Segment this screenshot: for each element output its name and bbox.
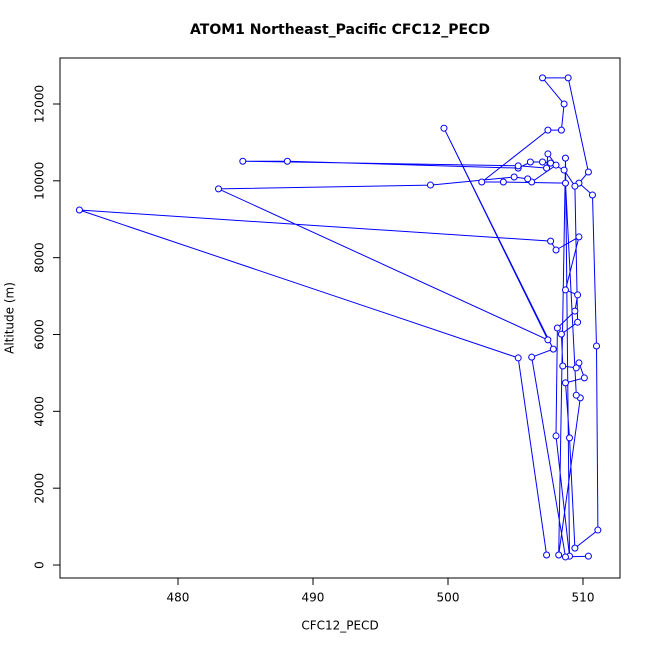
data-point [561,154,569,162]
data-point [560,166,568,174]
y-tick-label: 8000 [33,242,47,273]
x-tick-label: 490 [302,591,325,605]
data-point [561,379,569,387]
y-tick-label: 6000 [33,319,47,350]
data-point [559,362,567,370]
data-point [588,191,596,199]
plot-box [59,57,621,579]
data-point [514,354,522,362]
data-point [539,158,547,166]
data-point [514,162,522,170]
x-tick-label: 510 [572,591,595,605]
data-point [544,126,552,134]
data-point [553,324,561,332]
x-tick-label: 500 [437,591,460,605]
y-tick-label: 4000 [33,396,47,427]
data-point [557,330,565,338]
data-point [564,74,572,82]
data-point [560,100,568,108]
chart-title: ATOM1 Northeast_Pacific CFC12_PECD [190,22,490,38]
data-point [571,307,579,315]
data-point [440,124,448,132]
data-point [526,158,534,166]
y-axis-label: Altitude (m) [3,282,17,354]
data-point [572,391,580,399]
data-point [571,544,579,552]
data-point [510,173,518,181]
data-point [584,552,592,560]
data-point [543,551,551,559]
data-point [552,432,560,440]
x-axis-label: CFC12_PECD [301,619,378,633]
y-tick-label: 2000 [33,473,47,504]
data-point [574,291,582,299]
x-tick-label: 480 [167,591,190,605]
data-point [593,342,601,350]
data-point [575,233,583,241]
data-point [552,246,560,254]
data-point [561,179,569,187]
data-point [543,164,551,172]
data-point [561,286,569,294]
data-point [528,353,536,361]
data-point [584,168,592,176]
data-point [574,318,582,326]
data-point [555,551,563,559]
data-point [594,526,602,534]
data-point [572,364,580,372]
data-point [547,237,555,245]
data-point [557,126,565,134]
data-point [283,157,291,165]
data-point [544,150,552,158]
data-point [499,178,507,186]
data-point [549,345,557,353]
data-point [571,182,579,190]
y-tick-label: 0 [33,561,47,569]
data-point [478,178,486,186]
data-point [544,336,552,344]
y-tick-label: 12000 [33,85,47,123]
data-point [566,434,574,442]
data-line [79,77,599,558]
data-point [524,175,532,183]
data-point [539,74,547,82]
data-point [214,185,222,193]
data-point [426,181,434,189]
y-tick-label: 10000 [33,162,47,200]
data-point [75,206,83,214]
data-point [580,374,588,382]
data-point [561,553,569,561]
data-point [239,157,247,165]
data-point [552,161,560,169]
